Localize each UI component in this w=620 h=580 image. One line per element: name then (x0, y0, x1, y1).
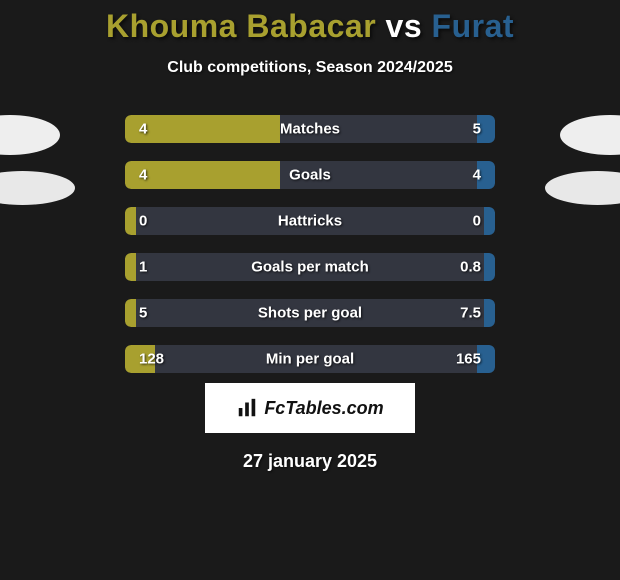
bar-right (484, 299, 495, 327)
stat-value-right: 4 (473, 167, 481, 184)
stat-value-right: 0.8 (460, 259, 481, 276)
stat-row: 128 165 Min per goal (125, 345, 495, 373)
branding-badge: FcTables.com (205, 383, 415, 433)
comparison-card: Khouma Babacar vs Furat Club competition… (0, 0, 620, 580)
bar-right (484, 253, 495, 281)
stat-row: 1 0.8 Goals per match (125, 253, 495, 281)
stat-row: 5 7.5 Shots per goal (125, 299, 495, 327)
player1-badge-placeholder (0, 171, 75, 205)
bar-chart-icon (236, 397, 258, 419)
branding-text: FcTables.com (264, 398, 383, 419)
stat-label: Matches (280, 121, 340, 138)
stat-value-left: 0 (139, 213, 147, 230)
bar-left (125, 299, 136, 327)
stat-value-left: 4 (139, 167, 147, 184)
stats-area: 4 5 Matches 4 4 Goals 0 0 Hattricks 1 0.8 Goals per… (0, 115, 620, 375)
stat-value-right: 5 (473, 121, 481, 138)
bar-left (125, 161, 280, 189)
stat-value-left: 4 (139, 121, 147, 138)
stat-value-right: 7.5 (460, 305, 481, 322)
stat-value-left: 128 (139, 351, 164, 368)
stat-row: 4 4 Goals (125, 161, 495, 189)
bar-left (125, 253, 136, 281)
bar-left (125, 207, 136, 235)
player2-avatar-placeholder (560, 115, 620, 155)
vs-text: vs (386, 8, 423, 44)
subtitle: Club competitions, Season 2024/2025 (0, 59, 620, 77)
stat-label: Goals (289, 167, 331, 184)
bar-right (484, 207, 495, 235)
date-label: 27 january 2025 (0, 451, 620, 472)
stat-row: 0 0 Hattricks (125, 207, 495, 235)
stat-value-left: 1 (139, 259, 147, 276)
stat-label: Hattricks (278, 213, 342, 230)
stat-value-left: 5 (139, 305, 147, 322)
stat-label: Min per goal (266, 351, 354, 368)
bar-left (125, 115, 280, 143)
stat-rows: 4 5 Matches 4 4 Goals 0 0 Hattricks 1 0.8 Goals per… (125, 115, 495, 373)
stat-label: Goals per match (251, 259, 369, 276)
stat-value-right: 0 (473, 213, 481, 230)
stat-row: 4 5 Matches (125, 115, 495, 143)
player1-avatar-placeholder (0, 115, 60, 155)
player2-badge-placeholder (545, 171, 620, 205)
stat-label: Shots per goal (258, 305, 362, 322)
page-title: Khouma Babacar vs Furat (0, 0, 620, 45)
player2-name: Furat (432, 8, 515, 44)
player1-name: Khouma Babacar (106, 8, 376, 44)
stat-value-right: 165 (456, 351, 481, 368)
